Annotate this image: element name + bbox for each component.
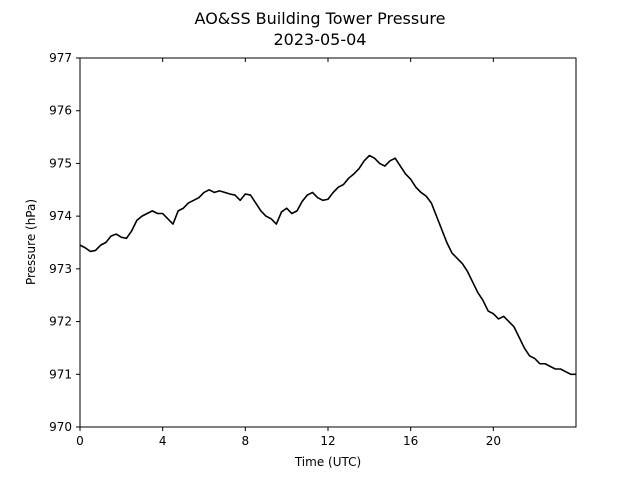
pressure-series-line (79, 154, 576, 376)
y-tick-label: 976 (49, 104, 72, 118)
y-axis-ticks: 970 971 972 973 974 975 976 977 (49, 51, 80, 434)
y-tick-label: 974 (49, 209, 72, 223)
x-tick-label: 16 (403, 434, 418, 448)
y-tick-label: 973 (49, 262, 72, 276)
x-tick-label: 4 (159, 434, 167, 448)
chart-title: AO&SS Building Tower Pressure (195, 9, 446, 28)
y-tick-label: 971 (49, 367, 72, 381)
x-tick-label: 0 (76, 434, 84, 448)
x-tick-label: 20 (486, 434, 501, 448)
x-tick-label: 12 (320, 434, 335, 448)
x-axis-ticks: 0 4 8 12 16 20 (76, 58, 501, 448)
x-axis-label: Time (UTC) (294, 455, 361, 469)
chart-subtitle: 2023-05-04 (274, 30, 367, 49)
y-tick-label: 977 (49, 51, 72, 65)
y-tick-label: 970 (49, 420, 72, 434)
y-axis-label: Pressure (hPa) (24, 199, 38, 285)
y-tick-label: 975 (49, 156, 72, 170)
x-tick-label: 8 (242, 434, 250, 448)
plot-area (79, 57, 577, 428)
y-tick-label: 972 (49, 315, 72, 329)
